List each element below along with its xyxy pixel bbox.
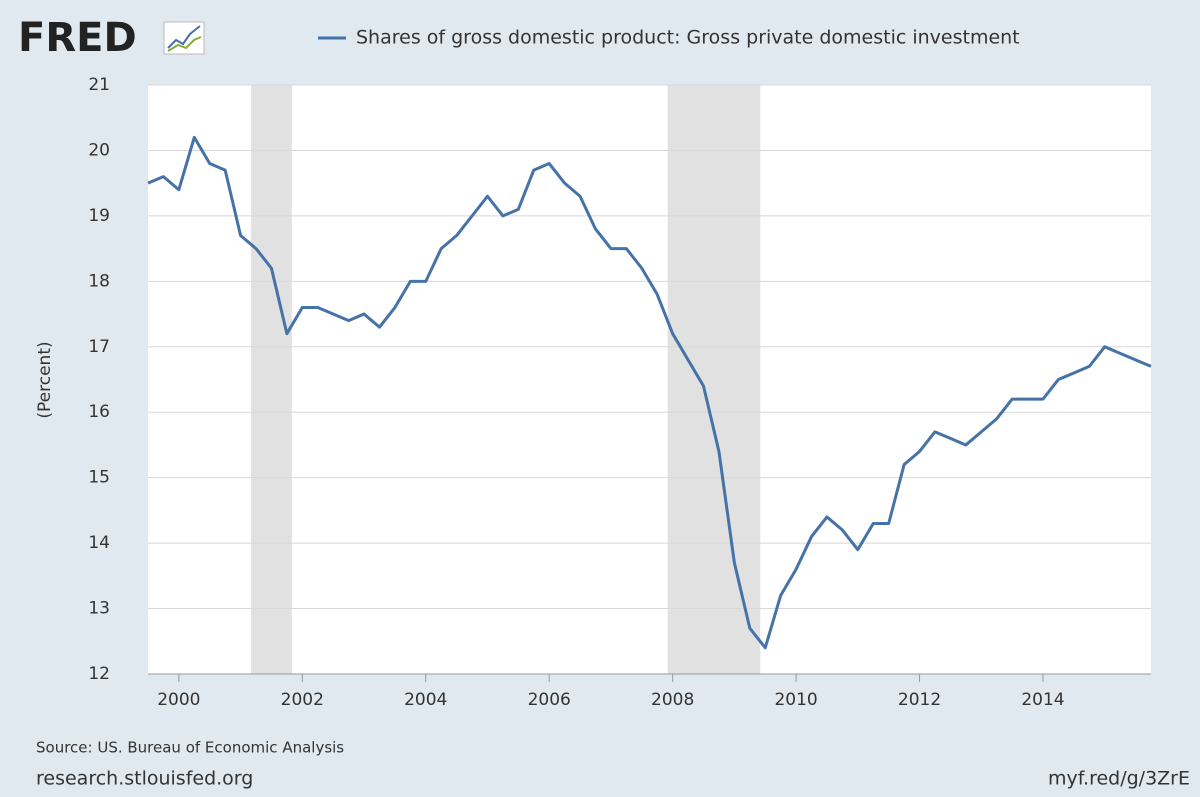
x-tick-label: 2000 xyxy=(157,690,200,710)
x-tick-label: 2014 xyxy=(1021,690,1064,710)
y-tick-label: 16 xyxy=(88,402,110,422)
y-tick-label: 19 xyxy=(88,206,110,226)
logo: FRED xyxy=(18,15,137,61)
plot: 12 13 14 15 16 17 18 19 20 21 2000 2002 2004 2006 2008… xyxy=(88,75,1152,710)
recession-band xyxy=(251,85,292,674)
x-tick-label: 2010 xyxy=(774,690,817,710)
site: research.stlouisfed.org xyxy=(36,768,253,790)
y-tick-label: 21 xyxy=(88,75,110,95)
x-tick-label: 2002 xyxy=(281,690,324,710)
y-tick-label: 14 xyxy=(88,533,110,553)
y-tick-label: 18 xyxy=(88,271,110,291)
y-tick-label: 17 xyxy=(88,337,110,357)
y-tick-label: 20 xyxy=(88,140,110,160)
y-tick-label: 13 xyxy=(88,599,110,619)
series-line xyxy=(147,135,1152,650)
plot-area xyxy=(148,85,1151,674)
x-tick-label: 2004 xyxy=(404,690,447,710)
x-tick-label: 2012 xyxy=(898,690,941,710)
x-tick-label: 2008 xyxy=(651,690,694,710)
short-url: myf.red/g/3ZrE xyxy=(1048,768,1190,790)
recession-band xyxy=(667,85,761,674)
x-tick-label: 2006 xyxy=(528,690,571,710)
y-axis-label: (Percent) xyxy=(35,341,55,418)
legend-label: Shares of gross domestic product: Gross … xyxy=(356,27,1020,49)
y-tick-label: 12 xyxy=(88,664,110,684)
source: Source: US. Bureau of Economic Analysis xyxy=(36,739,344,757)
logo-icon xyxy=(163,21,205,55)
y-tick-label: 15 xyxy=(88,468,110,488)
